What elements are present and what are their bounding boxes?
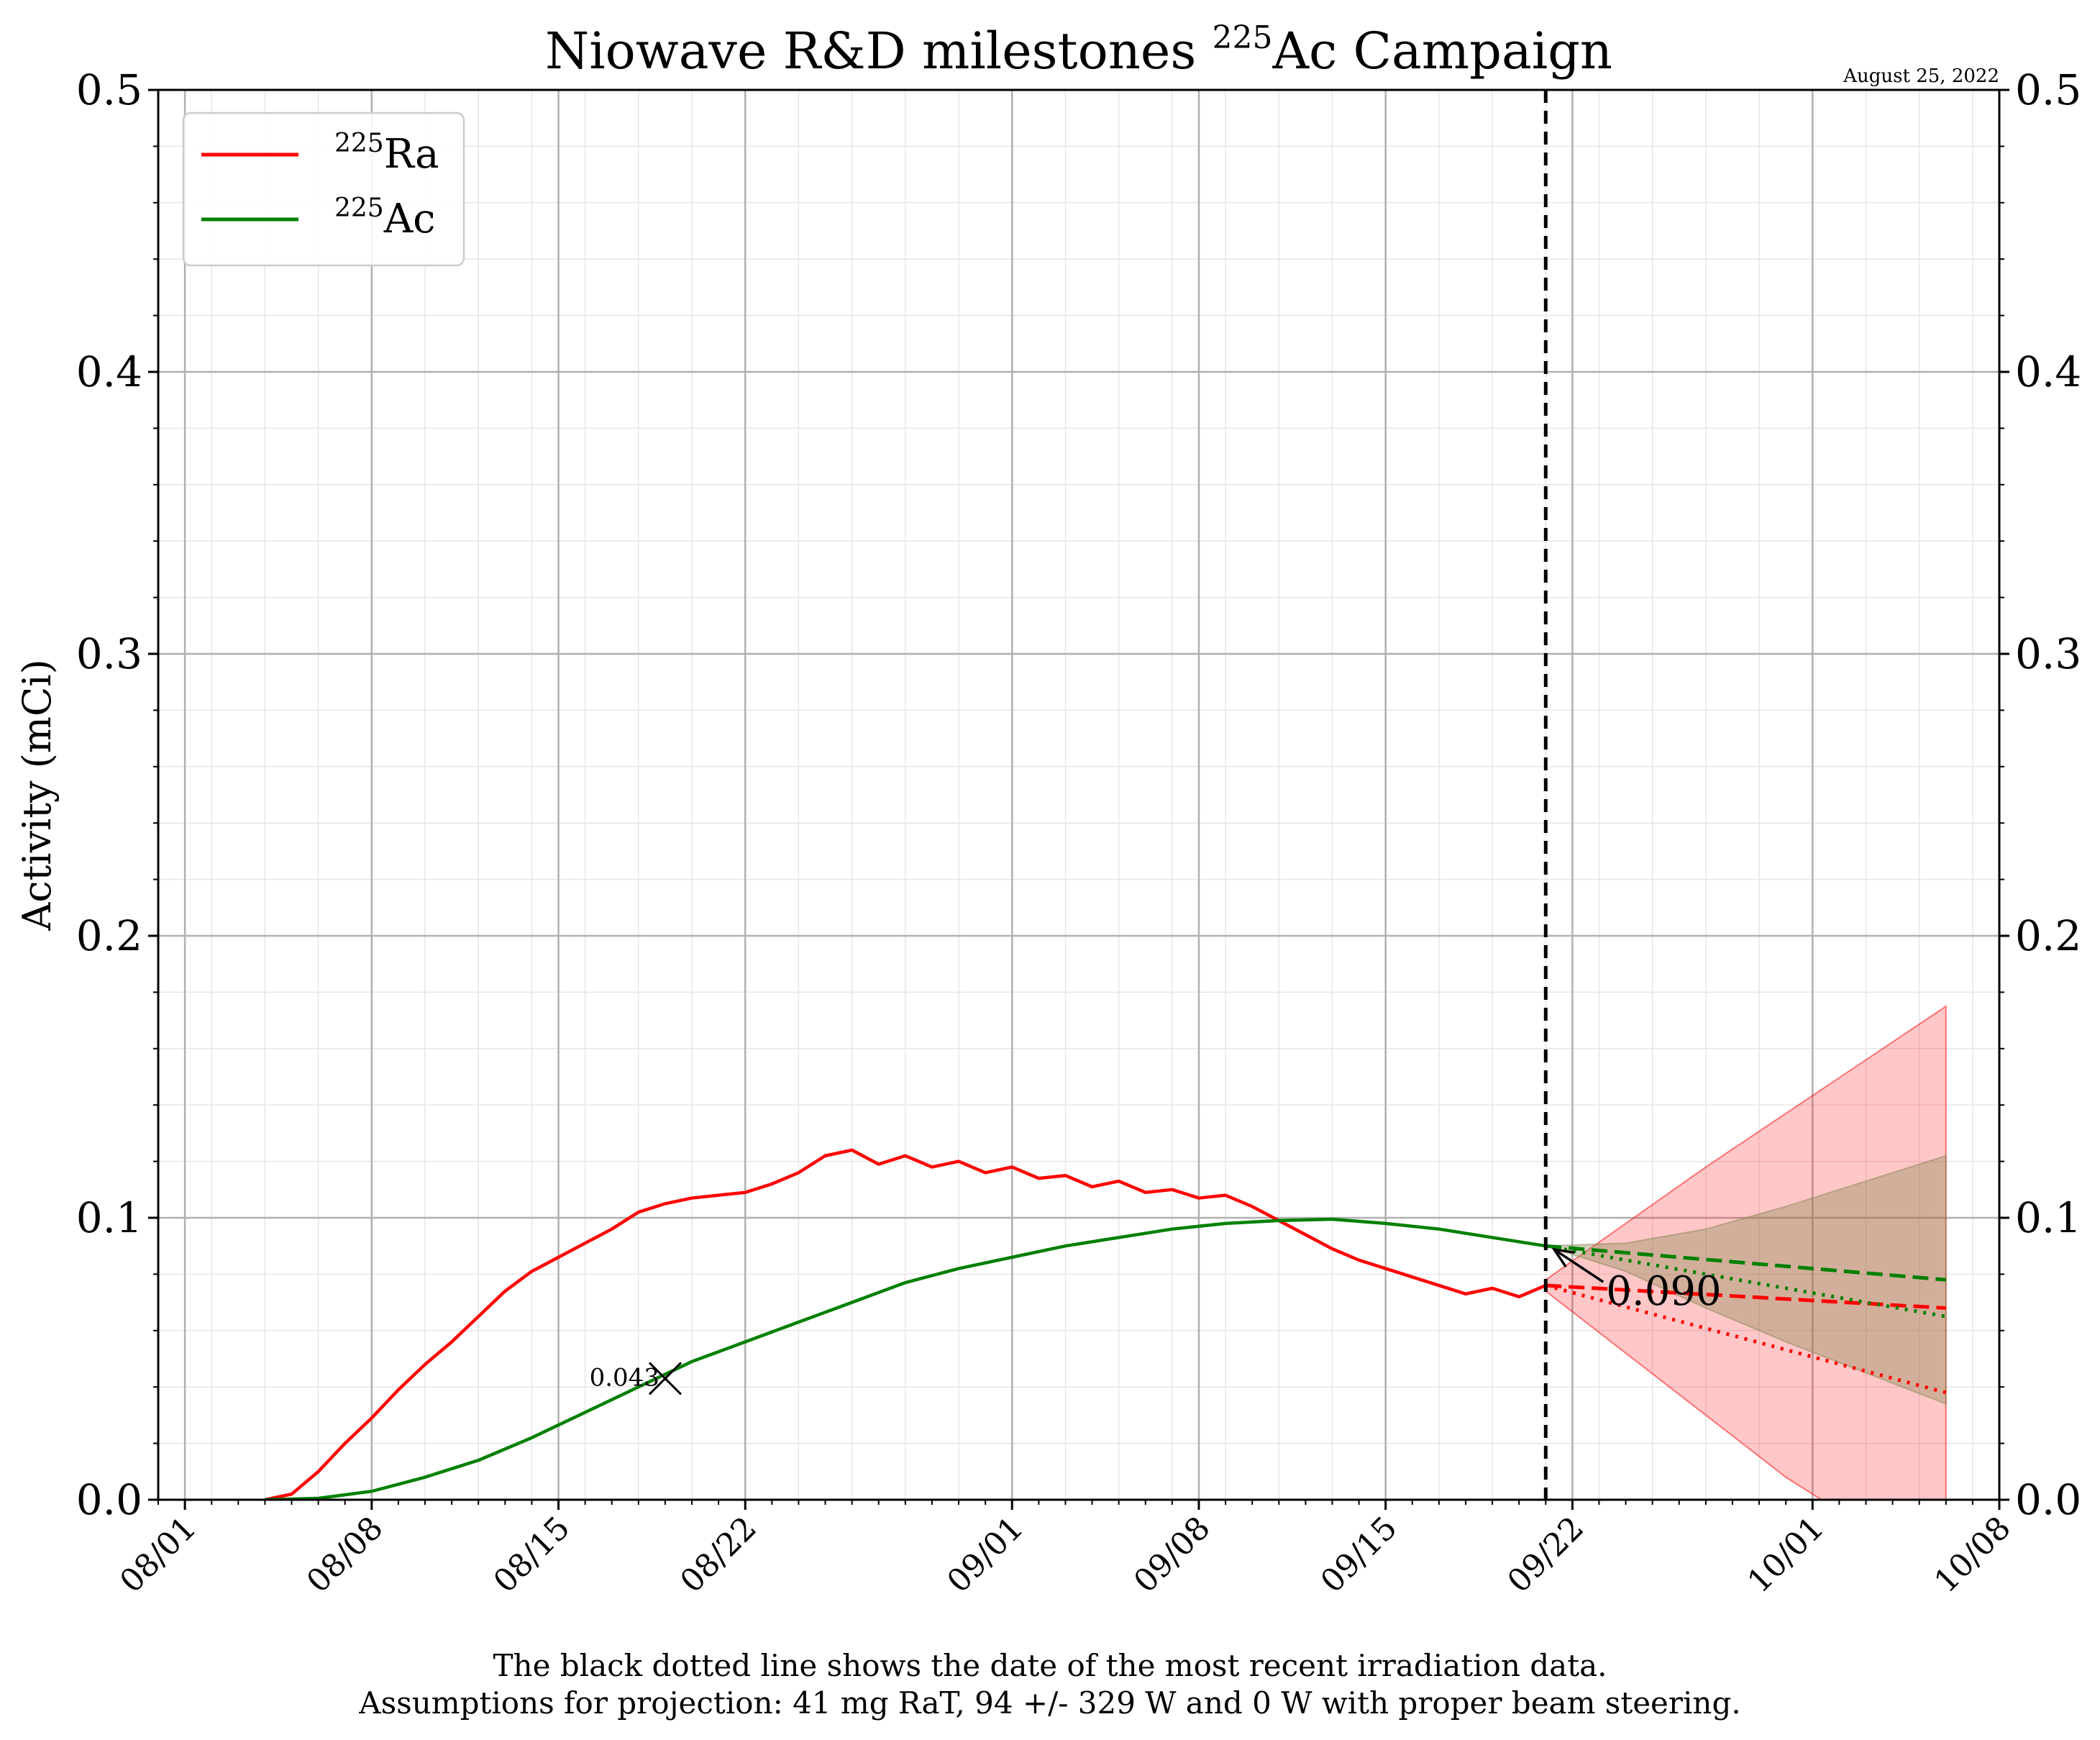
plot-frame [157, 88, 2001, 1501]
annotation-label: 0.090 [1606, 1268, 1721, 1315]
y-tick-label-left: 0.3 [76, 629, 142, 678]
annotation-arrowhead [1551, 1247, 1575, 1268]
legend-label-ra: 225Ra [334, 129, 439, 178]
y-tick-label-left: 0.4 [76, 347, 142, 396]
chart-title: Niowave R&D milestones 225Ac Campaign [545, 19, 1612, 81]
y-tick-label-right: 0.0 [2015, 1475, 2081, 1524]
y-axis-label: Activity (mCi) [14, 659, 60, 931]
y-tick-label-right: 0.3 [2015, 629, 2081, 678]
footnote-line-1: The black dotted line shows the date of … [493, 1648, 1607, 1683]
date-note: August 25, 2022 [1843, 65, 1999, 87]
x-marker [648, 1362, 682, 1395]
y-tick-label-left: 0.2 [76, 911, 142, 960]
y-tick-label-left: 0.5 [76, 65, 142, 114]
y-tick-label-left: 0.0 [76, 1475, 142, 1524]
projection-line-3 [1545, 1244, 1947, 1318]
annotation-label: 0.043 [590, 1363, 659, 1392]
projection-line-1 [1545, 1283, 1947, 1395]
legend: 225Ra 225Ac [182, 111, 465, 267]
y-tick-label-right: 0.2 [2015, 911, 2081, 960]
y-tick-label-right: 0.1 [2015, 1193, 2081, 1242]
footnote-line-2: Assumptions for projection: 41 mg RaT, 9… [358, 1685, 1740, 1721]
annotation-arrow [1553, 1248, 1604, 1283]
y-tick-label-left: 0.1 [76, 1193, 142, 1242]
data-layer [264, 1005, 1947, 1500]
projection-line-2 [1546, 1244, 1947, 1282]
y-tick-label-right: 0.4 [2015, 347, 2081, 396]
legend-box [182, 111, 465, 267]
projection-band-1 [1545, 1154, 1947, 1406]
y-tick-label-right: 0.5 [2015, 65, 2081, 114]
projection-band-0 [1545, 1005, 1947, 1500]
legend-label-ac: 225Ac [334, 193, 436, 242]
